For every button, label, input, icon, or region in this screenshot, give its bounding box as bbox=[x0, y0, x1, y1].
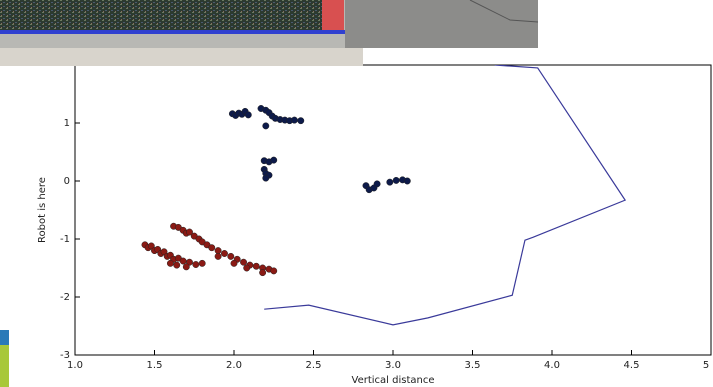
x-axis-label: Vertical distance bbox=[352, 375, 435, 386]
point bbox=[228, 253, 234, 259]
x-tick-label: 4.5 bbox=[624, 360, 640, 371]
x-tick-label: 3.5 bbox=[465, 360, 481, 371]
photo-texture bbox=[0, 0, 322, 32]
y-tick-label: -2 bbox=[60, 292, 70, 303]
x-tick-label: 5 bbox=[703, 360, 709, 371]
x-tick-label: 1.0 bbox=[67, 360, 83, 371]
x-tick-label: 1.5 bbox=[147, 360, 163, 371]
x-tick-label: 2.5 bbox=[306, 360, 322, 371]
x-tick-label: 2.0 bbox=[226, 360, 242, 371]
point bbox=[221, 250, 227, 256]
y-tick-label: -3 bbox=[60, 350, 70, 361]
photo-blue-edge bbox=[0, 30, 345, 34]
point bbox=[174, 262, 180, 268]
point bbox=[393, 177, 399, 183]
point bbox=[180, 258, 186, 264]
point bbox=[374, 181, 380, 187]
point bbox=[215, 247, 221, 253]
point bbox=[253, 263, 259, 269]
y-tick-label: 1 bbox=[64, 118, 70, 129]
chart: 1.0 1.5 2.0 2.5 3.0 3.5 4.0 4.5 5 -3 -2 -1 0 1 Robot … bbox=[0, 0, 713, 387]
point bbox=[231, 260, 237, 266]
point bbox=[244, 265, 250, 271]
x-tick-label: 4.0 bbox=[544, 360, 560, 371]
point bbox=[291, 117, 297, 123]
photo-edge bbox=[0, 48, 363, 66]
photo-red bbox=[322, 0, 344, 32]
x-tick-label: 3.0 bbox=[385, 360, 401, 371]
point bbox=[215, 253, 221, 259]
point bbox=[271, 268, 277, 274]
y-tick-label: -1 bbox=[60, 234, 70, 245]
deco-blue bbox=[0, 330, 9, 345]
point bbox=[263, 175, 269, 181]
slide-decoration bbox=[0, 330, 9, 387]
point bbox=[263, 123, 269, 129]
point bbox=[259, 269, 265, 275]
point bbox=[245, 112, 251, 118]
point bbox=[404, 178, 410, 184]
point bbox=[167, 260, 173, 266]
point bbox=[209, 245, 215, 251]
point bbox=[199, 260, 205, 266]
photo-floor bbox=[345, 0, 538, 48]
point bbox=[193, 261, 199, 267]
point bbox=[298, 117, 304, 123]
y-tick-label: 0 bbox=[64, 176, 70, 187]
deco-green bbox=[0, 345, 9, 387]
point bbox=[387, 179, 393, 185]
y-axis-label: Robot is here bbox=[37, 177, 48, 243]
point bbox=[183, 264, 189, 270]
point bbox=[271, 157, 277, 163]
point bbox=[240, 259, 246, 265]
